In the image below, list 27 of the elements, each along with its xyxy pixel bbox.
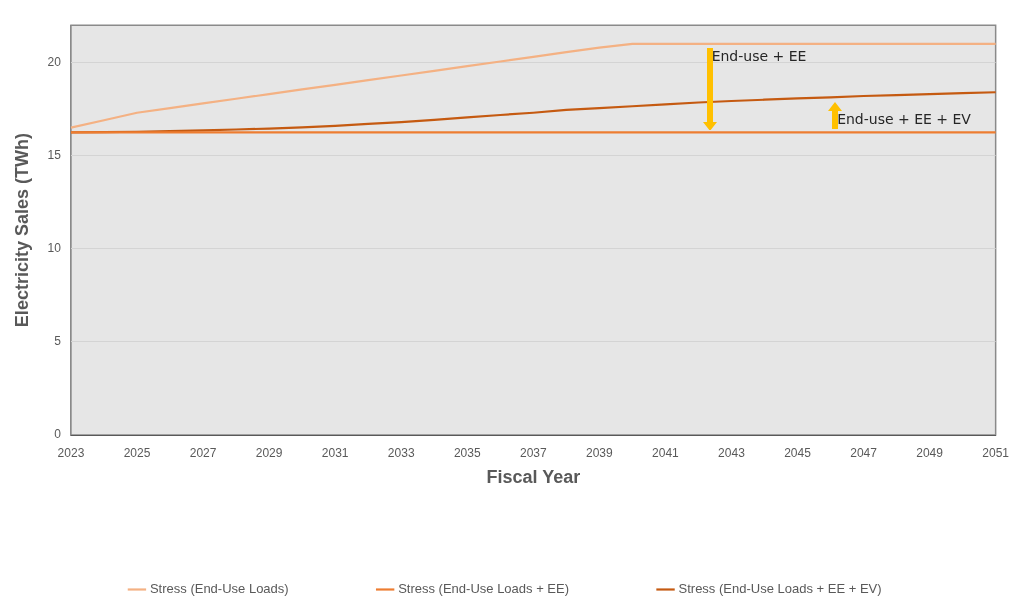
x-tick-label: 2023 bbox=[57, 445, 85, 460]
x-tick-label: 2031 bbox=[321, 445, 349, 460]
x-tick-label: 2027 bbox=[189, 445, 217, 460]
y-tick-label: 0 bbox=[54, 427, 62, 442]
legend-label: Stress (End-Use Loads) bbox=[149, 581, 289, 597]
y-tick-label: 15 bbox=[47, 147, 62, 162]
x-tick-label: 2029 bbox=[255, 445, 283, 460]
x-tick-label: 2047 bbox=[850, 445, 878, 460]
x-tick-label: 2049 bbox=[916, 445, 944, 460]
legend-label: Stress (End-Use Loads + EE) bbox=[398, 581, 570, 597]
y-axis-title: Electricity Sales (TWh) bbox=[11, 133, 32, 328]
x-tick-label: 2025 bbox=[123, 445, 151, 460]
x-tick-label: 2035 bbox=[453, 445, 481, 460]
x-axis-title: Fiscal Year bbox=[486, 467, 581, 488]
x-tick-label: 2033 bbox=[387, 445, 415, 460]
x-tick-label: 2041 bbox=[652, 445, 680, 460]
x-tick-label: 2045 bbox=[784, 445, 812, 460]
y-tick-label: 10 bbox=[47, 241, 62, 256]
x-tick-label: 2037 bbox=[519, 445, 547, 460]
annotation: End-use + EE bbox=[711, 47, 807, 64]
x-tick-label: 2039 bbox=[586, 445, 614, 460]
x-tick-label: 2051 bbox=[982, 445, 1010, 460]
y-tick-label: 5 bbox=[54, 334, 62, 349]
annotation: End-use + EE + EV bbox=[837, 110, 972, 127]
x-tick-label: 2043 bbox=[718, 445, 746, 460]
legend-label: Stress (End-Use Loads + EE + EV) bbox=[678, 581, 882, 597]
y-tick-label: 20 bbox=[47, 54, 62, 69]
